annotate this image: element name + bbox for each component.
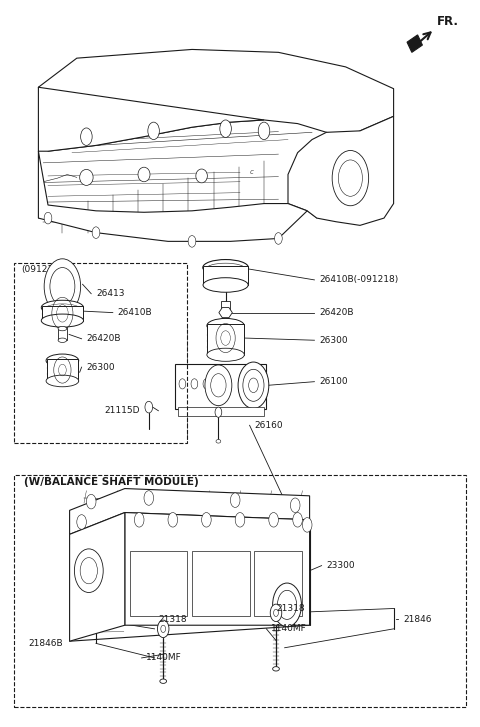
Text: 26410B: 26410B bbox=[118, 308, 152, 317]
Circle shape bbox=[44, 212, 52, 224]
Bar bbox=[254, 551, 302, 616]
Ellipse shape bbox=[203, 278, 248, 292]
Text: 26300: 26300 bbox=[319, 336, 348, 345]
Ellipse shape bbox=[46, 375, 79, 387]
Text: 26410B(-091218): 26410B(-091218) bbox=[319, 276, 398, 284]
Circle shape bbox=[148, 122, 159, 140]
Ellipse shape bbox=[216, 439, 221, 443]
Ellipse shape bbox=[273, 667, 279, 671]
Circle shape bbox=[188, 236, 196, 247]
Ellipse shape bbox=[46, 354, 79, 367]
Bar bbox=[221, 301, 230, 311]
Text: 26420B: 26420B bbox=[319, 308, 354, 317]
Text: 26413: 26413 bbox=[96, 289, 124, 298]
Circle shape bbox=[145, 401, 153, 413]
Circle shape bbox=[332, 150, 369, 206]
Text: 23300: 23300 bbox=[326, 561, 355, 570]
Circle shape bbox=[302, 518, 312, 532]
Bar bbox=[175, 364, 266, 409]
Text: 26100: 26100 bbox=[319, 377, 348, 386]
Circle shape bbox=[230, 493, 240, 507]
Polygon shape bbox=[70, 513, 125, 641]
Circle shape bbox=[144, 491, 154, 505]
Circle shape bbox=[290, 498, 300, 513]
Circle shape bbox=[269, 513, 278, 527]
Circle shape bbox=[203, 379, 210, 389]
Ellipse shape bbox=[203, 260, 249, 276]
Text: 21318: 21318 bbox=[276, 604, 305, 613]
Bar bbox=[47, 359, 78, 381]
Bar bbox=[203, 266, 248, 285]
Circle shape bbox=[273, 583, 301, 627]
Bar bbox=[192, 551, 250, 616]
Circle shape bbox=[205, 365, 232, 406]
Polygon shape bbox=[407, 35, 422, 52]
Circle shape bbox=[258, 122, 270, 140]
Bar bbox=[178, 407, 264, 416]
Text: 26420B: 26420B bbox=[86, 334, 121, 343]
Text: (091218-): (091218-) bbox=[22, 265, 66, 273]
Ellipse shape bbox=[196, 169, 207, 183]
Text: FR.: FR. bbox=[437, 15, 459, 28]
Circle shape bbox=[215, 407, 222, 417]
Ellipse shape bbox=[207, 318, 244, 333]
Ellipse shape bbox=[138, 167, 150, 182]
Circle shape bbox=[220, 120, 231, 137]
Text: (W/BALANCE SHAFT MODULE): (W/BALANCE SHAFT MODULE) bbox=[24, 477, 199, 487]
Circle shape bbox=[179, 379, 186, 389]
Circle shape bbox=[44, 259, 81, 314]
Circle shape bbox=[50, 268, 75, 305]
Circle shape bbox=[86, 494, 96, 509]
Text: 21115D: 21115D bbox=[105, 406, 140, 415]
Circle shape bbox=[293, 513, 302, 527]
Bar bbox=[14, 263, 187, 443]
Polygon shape bbox=[38, 87, 307, 241]
Circle shape bbox=[92, 227, 100, 238]
Bar bbox=[207, 324, 244, 355]
Circle shape bbox=[270, 604, 282, 622]
Text: 1140MF: 1140MF bbox=[271, 624, 307, 633]
Ellipse shape bbox=[80, 169, 93, 185]
Bar bbox=[42, 306, 83, 321]
Circle shape bbox=[235, 513, 245, 527]
Ellipse shape bbox=[41, 300, 84, 315]
Text: c: c bbox=[250, 169, 253, 175]
Bar bbox=[130, 551, 187, 616]
Ellipse shape bbox=[58, 326, 67, 331]
Polygon shape bbox=[38, 49, 394, 151]
Circle shape bbox=[191, 379, 198, 389]
Circle shape bbox=[168, 513, 178, 527]
Polygon shape bbox=[125, 513, 310, 625]
Circle shape bbox=[81, 128, 92, 145]
Polygon shape bbox=[288, 116, 394, 225]
Text: 26160: 26160 bbox=[254, 421, 283, 430]
Circle shape bbox=[74, 549, 103, 593]
Text: 21846: 21846 bbox=[403, 615, 432, 624]
Circle shape bbox=[238, 362, 269, 409]
Ellipse shape bbox=[58, 338, 67, 342]
Circle shape bbox=[77, 515, 86, 529]
Circle shape bbox=[157, 620, 169, 638]
Circle shape bbox=[202, 513, 211, 527]
Ellipse shape bbox=[207, 348, 244, 361]
Circle shape bbox=[134, 513, 144, 527]
Text: 1140MF: 1140MF bbox=[146, 654, 182, 662]
Text: 21318: 21318 bbox=[158, 615, 187, 624]
Polygon shape bbox=[70, 489, 310, 534]
Bar bbox=[58, 327, 67, 340]
Bar bbox=[14, 475, 466, 707]
Text: 26300: 26300 bbox=[86, 363, 115, 371]
Ellipse shape bbox=[41, 314, 84, 327]
Text: 21846B: 21846B bbox=[29, 639, 63, 648]
Polygon shape bbox=[219, 308, 232, 318]
Circle shape bbox=[275, 233, 282, 244]
Ellipse shape bbox=[160, 679, 167, 683]
